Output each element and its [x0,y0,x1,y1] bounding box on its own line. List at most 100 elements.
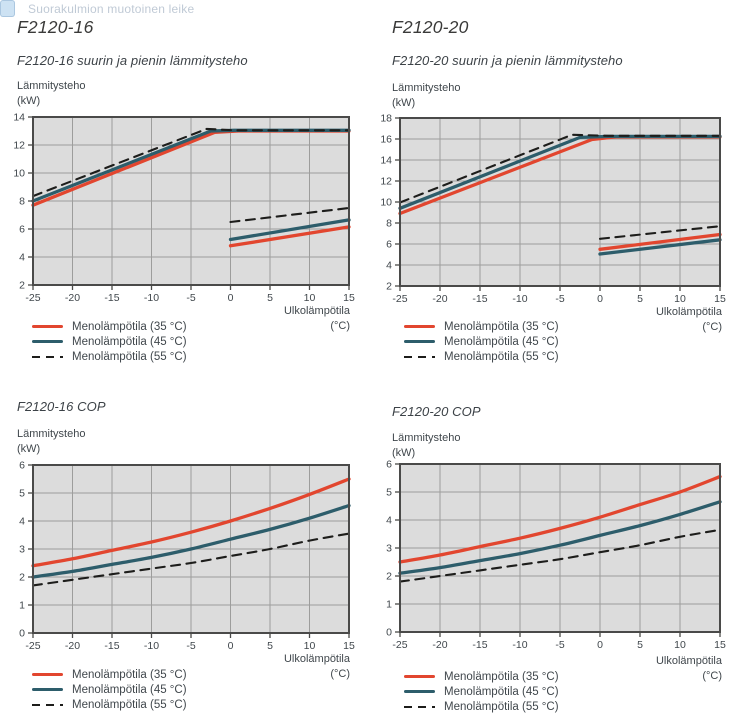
x-tick-label: 5 [637,639,643,651]
snip-tool-overlay: Suorakulmion muotoinen leike [0,0,194,17]
x-tick-label: -25 [25,640,40,652]
series-line-teal [398,134,722,210]
x-tick-label: 10 [304,292,316,304]
y-axis-label: Lämmitysteho (kW) [17,427,85,457]
legend-item-black: Menolämpötila (55 °C) [404,699,559,714]
y-tick-label: 8 [19,196,25,208]
x-tick-label: -15 [472,293,487,305]
x-axis-label-line1: Ulkolämpötila [283,653,350,665]
legend-label: Menolämpötila (55 °C) [72,698,187,711]
x-tick-label: 15 [714,293,726,305]
x-tick-label: -15 [472,639,487,651]
legend-swatch-black [404,705,435,708]
y-axis-label-line1: Lämmitysteho [17,80,86,92]
x-axis-label: Ulkolämpötila (°C) [592,654,722,684]
x-axis-label-line2: (°C) [702,670,722,682]
legend-label: Menolämpötila (45 °C) [444,335,559,348]
series-line-black [229,206,351,224]
snip-tool-label: Suorakulmion muotoinen leike [28,1,195,16]
cop-chart-f2120-16: -25 -20 -15 -10 -5 0 5 10 15 0 1 2 3 4 5 6 [19,460,355,653]
output-chart-f2120-20: -25 -20 -15 -10 -5 0 5 10 15 2 4 6 8 10 12 14 16 18 [380,113,726,306]
y-tick-label: 2 [19,280,25,292]
y-tick-label: 4 [19,516,25,528]
y-axis-label-line1: Lämmitysteho [392,82,461,94]
legend-label: Menolämpötila (55 °C) [444,350,559,363]
x-tick-label: 5 [267,640,273,652]
y-tick-label: 2 [19,572,25,584]
legend-item-black: Menolämpötila (55 °C) [32,349,187,364]
x-axis-label-line1: Ulkolämpötila [283,305,350,317]
x-tick-label: 15 [714,639,726,651]
legend-item-black: Menolämpötila (55 °C) [32,697,187,712]
y-tick-label: 2 [386,281,392,293]
y-axis-label: Lämmitysteho (kW) [392,431,460,461]
legend-swatch-black [32,703,63,706]
y-tick-label: 12 [13,140,25,152]
y-axis-label: Lämmitysteho (kW) [392,81,460,111]
legend-label: Menolämpötila (45 °C) [72,683,187,696]
series-line-black [31,127,351,198]
series-line-teal [598,238,722,256]
legend-swatch-black [32,355,63,358]
x-tick-label: -20 [432,639,447,651]
legend-item-teal: Menolämpötila (45 °C) [32,682,187,697]
y-axis-label-line2: (kW) [17,443,41,455]
y-axis-label-line2: (kW) [392,447,416,459]
x-tick-label: 5 [637,293,643,305]
section-heading: F2120-16 [17,17,94,37]
y-tick-label: 6 [386,459,392,471]
legend-swatch-black [404,355,435,358]
legend-item-teal: Menolämpötila (45 °C) [404,684,559,699]
y-axis-label-line1: Lämmitysteho [392,432,461,444]
x-tick-label: -10 [144,640,159,652]
y-axis-label: Lämmitysteho (kW) [17,79,85,109]
series-line-teal [398,500,722,575]
series-line-red [31,477,351,568]
y-tick-label: 18 [380,113,392,125]
x-tick-label: -20 [65,640,80,652]
y-tick-label: 3 [19,544,25,556]
y-tick-label: 4 [386,515,392,527]
legend-item-red: Menolämpötila (35 °C) [32,667,187,682]
x-tick-label: 10 [304,640,316,652]
legend-item-red: Menolämpötila (35 °C) [404,669,559,684]
chart-title: F2120-20 suurin ja pienin lämmitysteho [392,53,623,68]
plot-border [32,464,350,634]
legend-swatch-teal [404,689,435,694]
x-tick-label: -10 [512,639,527,651]
x-tick-label: -25 [25,292,40,304]
x-tick-label: -15 [104,292,119,304]
x-tick-label: 15 [343,292,355,304]
x-tick-label: -15 [104,640,119,652]
legend-label: Menolämpötila (35 °C) [72,320,187,333]
y-tick-label: 0 [19,628,25,640]
section-heading: F2120-20 [392,17,469,37]
y-tick-label: 10 [380,197,392,209]
chart-title: F2120-20 COP [392,404,481,419]
y-axis-label-line1: Lämmitysteho [17,428,86,440]
x-tick-label: -25 [392,639,407,651]
x-axis-label-line2: (°C) [330,668,350,680]
chart-title: F2120-16 COP [17,399,106,414]
legend-label: Menolämpötila (55 °C) [444,700,559,713]
y-tick-label: 4 [19,252,25,264]
legend-label: Menolämpötila (45 °C) [444,685,559,698]
plot-border [32,116,350,286]
series-line-black [598,225,722,240]
y-tick-label: 8 [386,218,392,230]
x-tick-label: -5 [555,293,564,305]
legend-swatch-teal [404,339,435,344]
x-axis-label: Ulkolämpötila (°C) [592,305,722,335]
y-tick-label: 6 [19,460,25,472]
series-line-red [598,232,722,251]
legend-swatch-teal [32,339,63,344]
legend-label: Menolämpötila (35 °C) [444,670,559,683]
chart-legend: Menolämpötila (35 °C) Menolämpötila (45 °… [404,319,559,364]
x-tick-label: -10 [512,293,527,305]
plot-border [399,463,721,633]
legend-swatch-red [32,324,63,329]
chart-legend: Menolämpötila (35 °C) Menolämpötila (45 °… [404,669,559,714]
x-tick-label: -5 [186,640,195,652]
y-tick-label: 5 [386,487,392,499]
series-line-black [398,528,722,583]
